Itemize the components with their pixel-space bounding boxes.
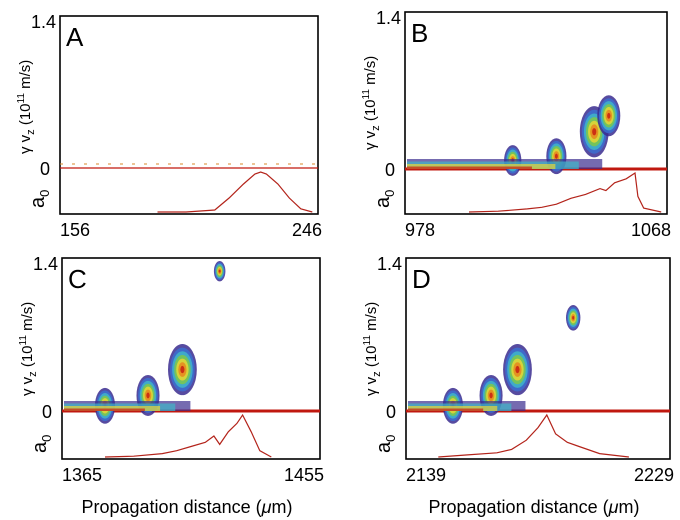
y-tick-label: 0 (42, 402, 52, 422)
panel-letter: B (411, 18, 428, 48)
panel-C: C 1.4 0γ vz (1011 m/s) a0 1365 1455 Propagatio… (18, 254, 324, 517)
panel-letter: D (412, 264, 431, 294)
panel-frame (404, 11, 668, 215)
baseline-heat-band (408, 401, 526, 411)
x-tick-label: 2139 (406, 465, 446, 485)
baseline-heat-band (407, 159, 603, 169)
panel-letter: C (68, 264, 87, 294)
x-tick-label: 156 (60, 220, 90, 240)
panel-letter: A (66, 22, 84, 52)
x-tick-label: 1365 (62, 465, 102, 485)
a0-axis-label: a0 (29, 435, 54, 453)
y-tick-label: 1.4 (33, 254, 58, 274)
y-axis-label: γ vz (1011 m/s) (18, 302, 39, 396)
y-tick-label: 1.4 (31, 12, 56, 32)
heat-cluster (503, 343, 532, 396)
panel-frame (405, 257, 671, 460)
a0-envelope-line (104, 413, 272, 458)
x-tick-label: 1455 (284, 465, 324, 485)
a0-axis-label: a0 (27, 190, 52, 208)
y-tick-label: 1.4 (376, 8, 401, 28)
panel-B: B 1.4 0γ vz (1011 m/s) a0 978 1068 (361, 8, 671, 240)
heat-cluster (168, 343, 197, 396)
y-axis-label: γ vz (1011 m/s) (362, 302, 383, 396)
x-tick-label: 1068 (631, 220, 671, 240)
y-axis-label: γ vz (1011 m/s) (361, 56, 382, 150)
y-tick-label: 0 (40, 159, 50, 179)
x-tick-label: 246 (292, 220, 322, 240)
a0-axis-label: a0 (372, 190, 397, 208)
a0-envelope-line (157, 171, 313, 213)
x-axis-label: Propagation distance (μm) (82, 497, 293, 517)
y-tick-label: 0 (385, 160, 395, 180)
panel-D: D 1.4 0γ vz (1011 m/s) a0 2139 2229 Propagatio… (362, 254, 674, 517)
x-tick-label: 2229 (634, 465, 674, 485)
a0-envelope-line (468, 171, 662, 213)
y-axis-label: γ vz (1011 m/s) (16, 60, 37, 154)
y-tick-label: 0 (386, 402, 396, 422)
panel-A: A 1.4 0γ vz (1011 m/s) a0 156 246 (16, 12, 322, 240)
y-tick-label: 1.4 (377, 254, 402, 274)
heat-cluster (566, 304, 581, 331)
x-tick-label: 978 (405, 220, 435, 240)
panel-frame (61, 257, 321, 460)
baseline-heat-band (64, 401, 191, 411)
heat-cluster (213, 260, 226, 282)
x-axis-label: Propagation distance (μm) (429, 497, 640, 517)
panel-frame (59, 15, 319, 215)
a0-axis-label: a0 (373, 435, 398, 453)
a0-envelope-line (438, 413, 629, 458)
heat-cluster (597, 95, 621, 137)
